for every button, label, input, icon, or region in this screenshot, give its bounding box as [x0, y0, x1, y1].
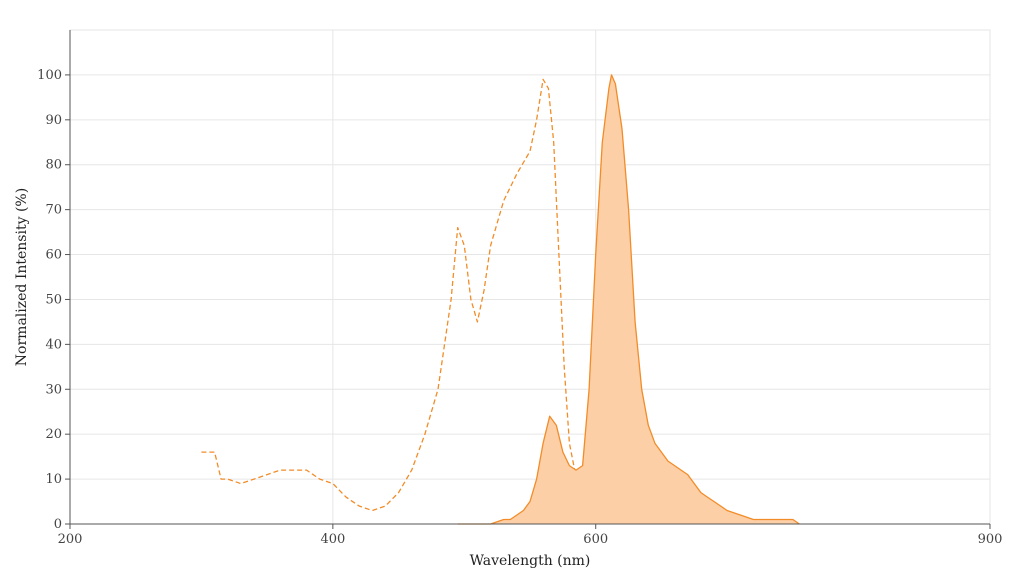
x-tick-label: 400 [320, 532, 345, 547]
y-tick-label: 0 [54, 517, 62, 532]
grid-layer [69, 29, 991, 525]
x-tick-label: 200 [58, 532, 83, 547]
y-tick-label: 40 [45, 337, 62, 352]
x-axis-title: Wavelength (nm) [470, 553, 591, 569]
y-axis-title: Normalized Intensity (%) [14, 188, 30, 366]
y-tick-label: 30 [45, 382, 62, 397]
y-tick-label: 70 [45, 203, 62, 218]
series-layer [201, 74, 800, 525]
y-tick-label: 100 [37, 68, 62, 83]
y-tick-label: 60 [45, 248, 62, 263]
y-tick-label: 80 [45, 158, 62, 173]
y-tick-label: 10 [45, 472, 62, 487]
axis-layer: 0 10 20 30 40 50 60 70 80 90 100 200 400 600 900 [37, 30, 1002, 547]
y-tick-label: 50 [45, 292, 62, 307]
y-tick-label: 20 [45, 427, 62, 442]
x-tick-label: 600 [583, 532, 608, 547]
series-0-line [201, 78, 695, 525]
series-1-area [457, 74, 800, 525]
y-tick-label: 90 [45, 113, 62, 128]
plot-frame [69, 29, 991, 525]
series-1-line [457, 74, 800, 525]
x-tick-label: 900 [978, 532, 1003, 547]
